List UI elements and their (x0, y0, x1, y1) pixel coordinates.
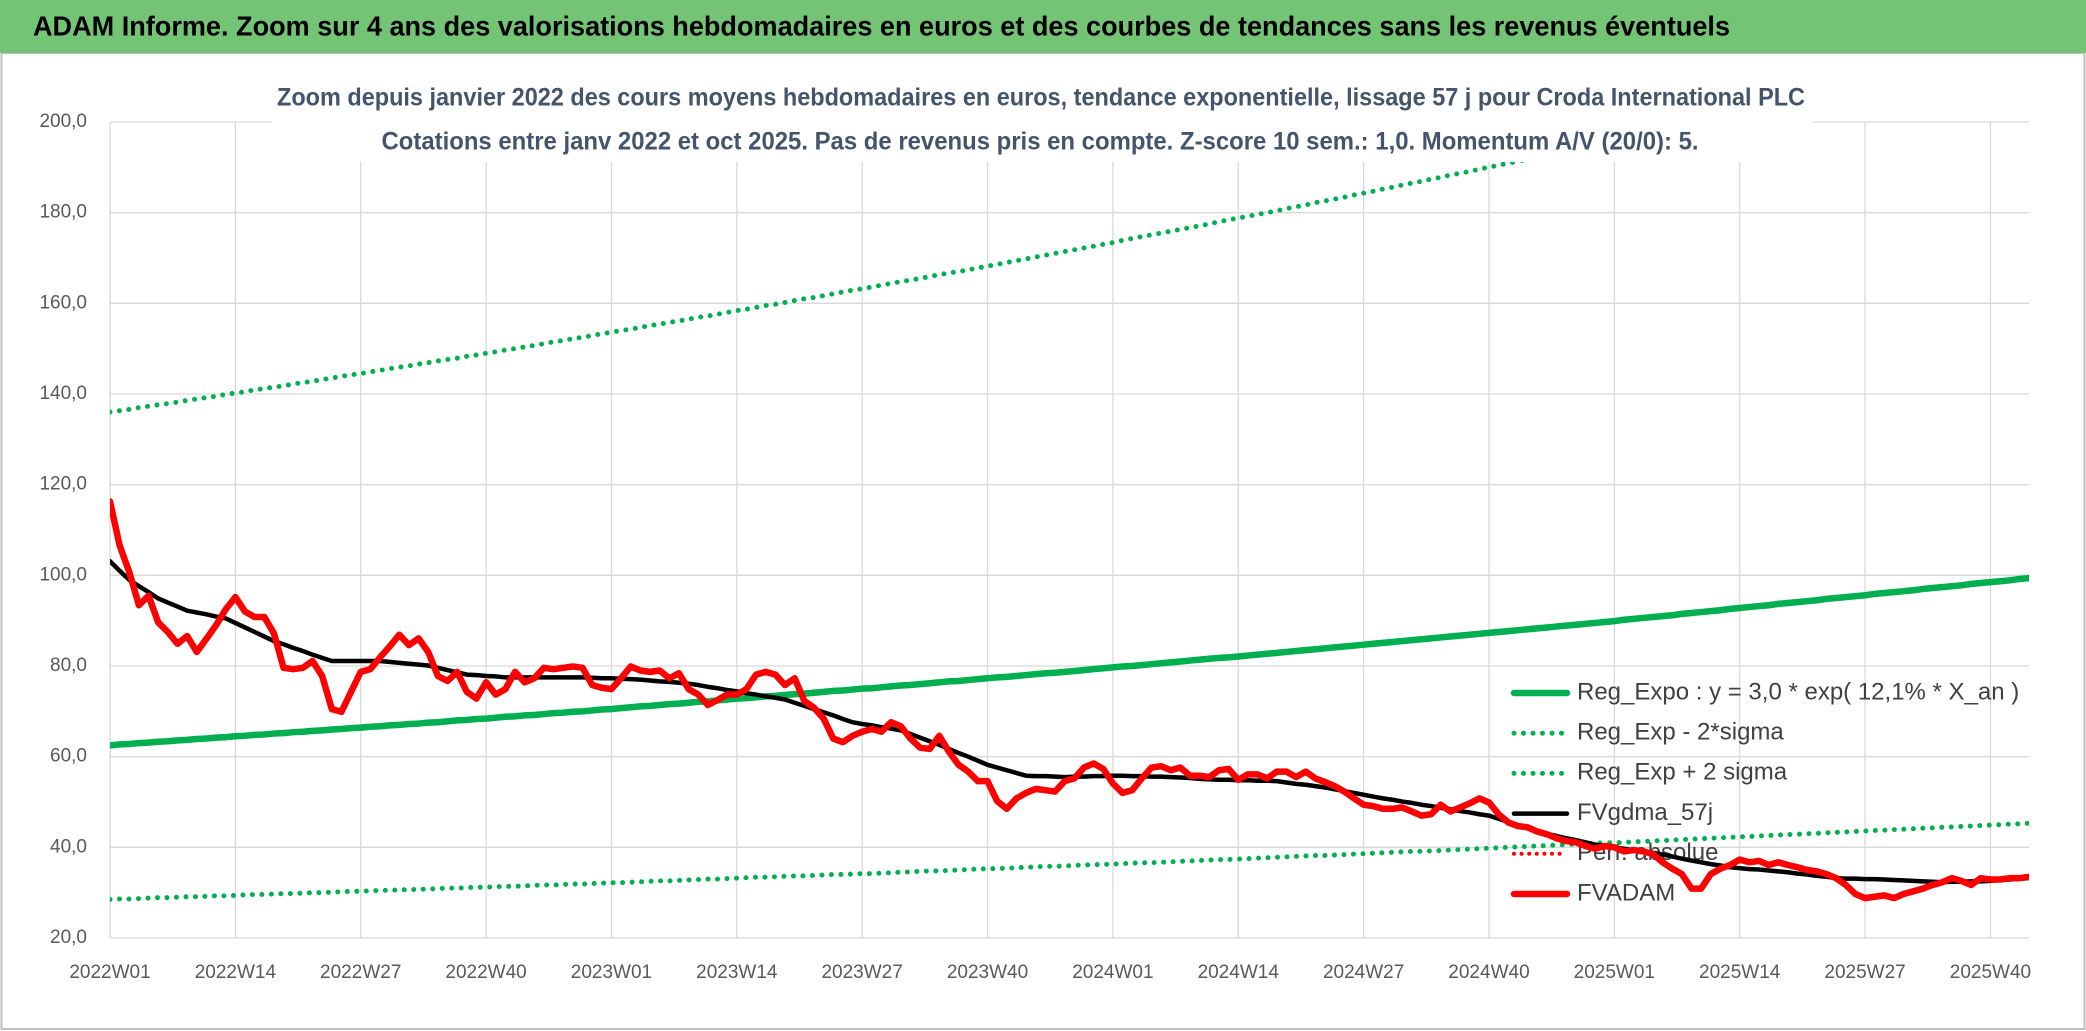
x-tick-label: 2025W01 (1574, 962, 1655, 983)
x-tick-label: 2025W40 (1950, 962, 2031, 983)
x-tick-label: 2025W14 (1699, 962, 1781, 983)
x-tick-label: 2024W27 (1323, 962, 1404, 983)
y-tick-label: 120,0 (39, 474, 87, 495)
x-tick-label: 2023W14 (696, 962, 778, 983)
header-bar (0, 0, 2086, 53)
y-tick-label: 20,0 (50, 927, 87, 948)
grid: 20,0 40,0 60,0 80,0 100,0 120,0 140,0 160,0 180,… (39, 111, 2031, 983)
y-tick-label: 160,0 (39, 292, 87, 313)
x-tick-label: 2022W27 (320, 962, 401, 983)
series-line (110, 574, 2029, 749)
series-line (110, 498, 2029, 902)
legend: Reg_Expo : y = 3,0 * exp( 12,1% * X_an )… (1510, 678, 2019, 906)
x-tick-label: 2023W01 (571, 962, 652, 983)
y-tick-label: 100,0 (39, 564, 87, 585)
y-tick-label: 60,0 (50, 746, 87, 767)
x-tick-label: 2023W27 (821, 962, 902, 983)
y-tick-label: 200,0 (39, 111, 87, 132)
title-box (272, 72, 1812, 162)
x-tick-label: 2025W27 (1824, 962, 1905, 983)
x-tick-label: 2024W14 (1198, 962, 1280, 983)
series (110, 122, 2029, 902)
legend-label: Reg_Exp + 2 sigma (1577, 759, 1788, 786)
x-tick-label: 2024W40 (1448, 962, 1529, 983)
series-line (110, 122, 1713, 415)
chart-title: Zoom depuis janvier 2022 des cours moyen… (277, 84, 1805, 112)
x-tick-label: 2022W01 (69, 962, 150, 983)
legend-label: Reg_Expo : y = 3,0 * exp( 12,1% * X_an ) (1577, 678, 2019, 705)
header-title: ADAM Informe. Zoom sur 4 ans des valoris… (33, 10, 1730, 41)
legend-label: FVgdma_57j (1577, 799, 1713, 826)
y-tick-label: 80,0 (50, 655, 87, 676)
y-tick-label: 140,0 (39, 383, 87, 404)
y-tick-label: 40,0 (50, 836, 87, 857)
x-tick-label: 2024W01 (1072, 962, 1153, 983)
x-tick-label: 2022W14 (195, 962, 277, 983)
legend-label: FVADAM (1577, 879, 1675, 906)
x-tick-label: 2023W40 (947, 962, 1028, 983)
series-line (110, 820, 2029, 902)
legend-label: Reg_Exp - 2*sigma (1577, 719, 1784, 746)
x-tick-label: 2022W40 (445, 962, 526, 983)
chart-subtitle: Cotations entre janv 2022 et oct 2025. P… (382, 128, 1699, 156)
y-tick-label: 180,0 (39, 202, 87, 223)
